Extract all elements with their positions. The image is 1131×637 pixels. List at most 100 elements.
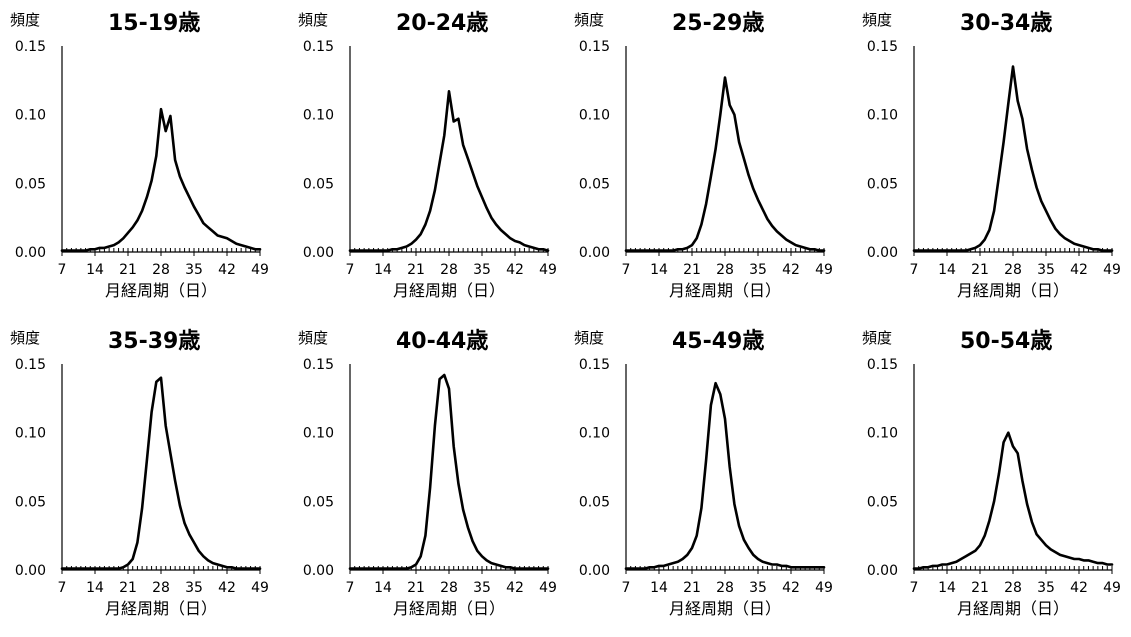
chart-panel-2: 頻度 20-24歳 0.00 0.05 0.10 0.15 7 14 21 28 35 42 49 月経周… xyxy=(288,0,570,318)
x-tick-label: 21 xyxy=(971,580,989,596)
chart-svg: 0.00 0.05 0.10 0.15 7 14 21 28 35 42 49 月経周期（日） xyxy=(867,357,1121,618)
y-tick-label: 0.00 xyxy=(303,563,334,579)
chart-title: 40-44歳 xyxy=(396,329,489,354)
y-tick-label: 0.10 xyxy=(579,426,610,442)
y-tick-label: 0.10 xyxy=(579,108,610,124)
chart-svg: 0.00 0.05 0.10 0.15 7 14 21 28 35 42 49 月経周期（日） xyxy=(15,357,269,618)
x-tick-label: 21 xyxy=(407,580,425,596)
series-line xyxy=(624,381,826,570)
x-tick-label: 49 xyxy=(1103,262,1121,278)
x-tick-label: 35 xyxy=(185,580,203,596)
x-tick-label: 35 xyxy=(185,262,203,278)
y-tick-label: 0.00 xyxy=(579,245,610,261)
x-tick-label: 28 xyxy=(1004,580,1022,596)
y-tick-label: 0.15 xyxy=(15,39,46,55)
x-axis-label: 月経周期（日） xyxy=(105,599,217,618)
y-axis-label: 頻度 xyxy=(574,329,605,347)
y-tick-label: 0.00 xyxy=(15,563,46,579)
x-tick-label: 7 xyxy=(58,580,67,596)
x-tick-label: 28 xyxy=(152,262,170,278)
x-tick-label: 42 xyxy=(218,262,236,278)
series-line xyxy=(348,90,550,252)
y-axis-label: 頻度 xyxy=(862,11,893,29)
series-line xyxy=(60,107,262,252)
y-tick-label: 0.05 xyxy=(303,176,334,192)
x-axis-label: 月経周期（日） xyxy=(105,281,217,300)
x-tick-label: 28 xyxy=(716,580,734,596)
x-tick-label: 7 xyxy=(58,262,67,278)
x-tick-label: 7 xyxy=(910,262,919,278)
y-tick-label: 0.15 xyxy=(867,357,898,373)
chart-panel-8: 頻度 50-54歳 0.00 0.05 0.10 0.15 7 14 21 28 35 42 49 月経周… xyxy=(852,318,1131,636)
x-axis-label: 月経周期（日） xyxy=(957,599,1069,618)
x-tick-label: 14 xyxy=(938,580,956,596)
y-tick-label: 0.15 xyxy=(579,39,610,55)
y-tick-label: 0.10 xyxy=(15,426,46,442)
y-tick-label: 0.15 xyxy=(579,357,610,373)
y-axis-label: 頻度 xyxy=(574,11,605,29)
x-tick-label: 21 xyxy=(407,262,425,278)
chart-title: 45-49歳 xyxy=(672,329,765,354)
x-tick-label: 7 xyxy=(622,262,631,278)
x-tick-label: 49 xyxy=(539,580,557,596)
y-axis-label: 頻度 xyxy=(862,329,893,347)
series-line xyxy=(624,76,826,252)
chart-panel-4: 頻度 30-34歳 0.00 0.05 0.10 0.15 7 14 21 28 35 42 49 月経周… xyxy=(852,0,1131,318)
y-tick-label: 0.15 xyxy=(867,39,898,55)
x-tick-label: 14 xyxy=(938,262,956,278)
x-tick-label: 21 xyxy=(119,262,137,278)
x-tick-label: 21 xyxy=(683,262,701,278)
x-tick-label: 14 xyxy=(650,262,668,278)
x-tick-label: 14 xyxy=(86,580,104,596)
y-tick-label: 0.15 xyxy=(303,39,334,55)
y-tick-label: 0.05 xyxy=(579,494,610,510)
y-tick-label: 0.05 xyxy=(15,494,46,510)
y-tick-label: 0.00 xyxy=(579,563,610,579)
x-tick-label: 49 xyxy=(815,580,833,596)
y-tick-label: 0.10 xyxy=(867,426,898,442)
x-tick-label: 14 xyxy=(374,580,392,596)
x-axis-label: 月経周期（日） xyxy=(957,281,1069,300)
chart-panel-5: 頻度 35-39歳 0.00 0.05 0.10 0.15 7 14 21 28 35 42 49 月経周… xyxy=(0,318,282,636)
chart-svg: 0.00 0.05 0.10 0.15 7 14 21 28 35 42 49 月経周期（日） xyxy=(303,357,557,618)
x-tick-label: 42 xyxy=(782,262,800,278)
chart-panel-6: 頻度 40-44歳 0.00 0.05 0.10 0.15 7 14 21 28 35 42 49 月経周… xyxy=(288,318,570,636)
chart-svg: 0.00 0.05 0.10 0.15 7 14 21 28 35 42 49 月経周期（日） xyxy=(579,357,833,618)
x-tick-label: 35 xyxy=(473,262,491,278)
series-line xyxy=(348,373,550,570)
x-tick-label: 42 xyxy=(506,580,524,596)
chart-title: 25-29歳 xyxy=(672,11,765,36)
chart-svg: 0.00 0.05 0.10 0.15 7 14 21 28 35 42 49 月経周期（日） xyxy=(303,39,557,300)
y-tick-label: 0.05 xyxy=(867,494,898,510)
chart-panel-1: 頻度 15-19歳 0.00 0.05 0.10 0.15 7 14 21 28 35 42 49 月経周… xyxy=(0,0,282,318)
y-tick-label: 0.00 xyxy=(15,245,46,261)
chart-title: 30-34歳 xyxy=(960,11,1053,36)
chart-svg: 0.00 0.05 0.10 0.15 7 14 21 28 35 42 49 月経周期（日） xyxy=(579,39,833,300)
y-tick-label: 0.00 xyxy=(867,563,898,579)
x-tick-label: 21 xyxy=(119,580,137,596)
x-tick-label: 21 xyxy=(683,580,701,596)
y-tick-label: 0.10 xyxy=(15,108,46,124)
x-tick-label: 28 xyxy=(440,262,458,278)
chart-title: 20-24歳 xyxy=(396,11,489,36)
x-tick-label: 35 xyxy=(749,580,767,596)
y-tick-label: 0.15 xyxy=(15,357,46,373)
x-tick-label: 49 xyxy=(251,580,269,596)
x-tick-label: 49 xyxy=(1103,580,1121,596)
y-tick-label: 0.05 xyxy=(867,176,898,192)
x-tick-label: 35 xyxy=(1037,262,1055,278)
x-tick-label: 28 xyxy=(152,580,170,596)
series-line xyxy=(912,431,1114,570)
y-tick-label: 0.10 xyxy=(867,108,898,124)
chart-svg: 0.00 0.05 0.10 0.15 7 14 21 28 35 42 49 月経周期（日） xyxy=(867,39,1121,300)
y-axis-label: 頻度 xyxy=(10,11,41,29)
x-axis-label: 月経周期（日） xyxy=(669,599,781,618)
chart-panel-7: 頻度 45-49歳 0.00 0.05 0.10 0.15 7 14 21 28 35 42 49 月経周… xyxy=(564,318,846,636)
y-axis-label: 頻度 xyxy=(298,329,329,347)
series-line xyxy=(912,65,1114,252)
y-tick-label: 0.10 xyxy=(303,426,334,442)
x-axis-label: 月経周期（日） xyxy=(393,281,505,300)
x-tick-label: 21 xyxy=(971,262,989,278)
x-tick-label: 42 xyxy=(1070,262,1088,278)
